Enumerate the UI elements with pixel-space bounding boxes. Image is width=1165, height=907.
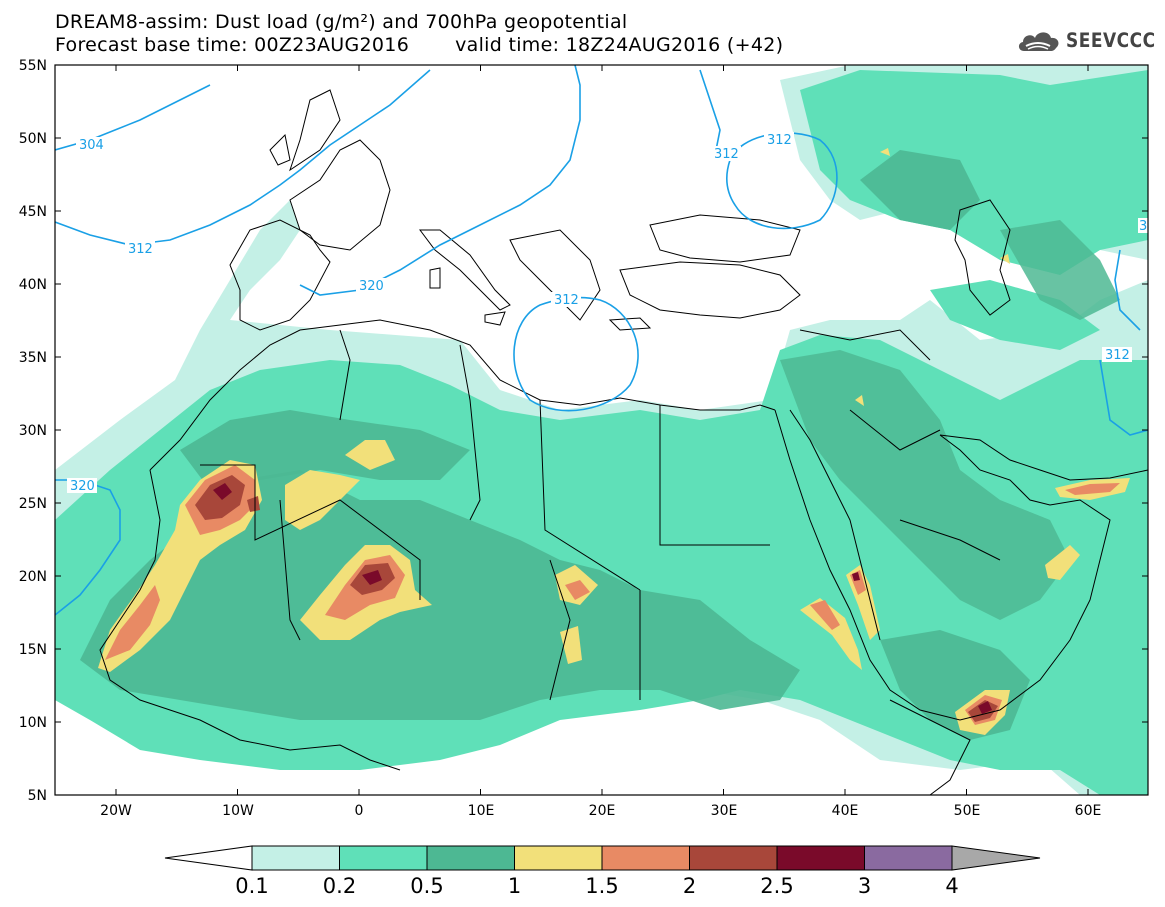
colorbar-tick-label: 1 — [508, 874, 521, 898]
colorbar-tick-label: 0.1 — [235, 874, 268, 898]
forecast-base-time: Forecast base time: 00Z23AUG2016 — [55, 34, 410, 56]
colorbar-box — [864, 845, 953, 871]
lon-label: 10W — [222, 803, 254, 819]
lon-label: 20W — [100, 803, 132, 819]
dust-field: 304 312 320 312 312 312 320 312 3 — [55, 65, 1148, 795]
colorbar: 0.1 0.2 0.5 1 1.5 2 2.5 3 4 — [164, 845, 1041, 898]
colorbar-tick-label: 2 — [683, 874, 696, 898]
colorbar-tick-label: 0.2 — [323, 874, 356, 898]
contour-label: 320 — [70, 479, 95, 494]
lon-label: 30E — [711, 803, 738, 819]
lat-label: 35N — [19, 350, 47, 366]
colorbar-tick-label: 3 — [858, 874, 871, 898]
colorbar-box — [426, 845, 515, 871]
lat-label: 25N — [19, 496, 47, 512]
colorbar-boxes — [251, 845, 953, 871]
map-title: DREAM8-assim: Dust load (g/m²) and 700hP… — [55, 11, 628, 33]
contour-label: 312 — [554, 293, 579, 308]
colorbar-box — [776, 845, 865, 871]
seevccc-logo: SEEVCCC — [1016, 26, 1156, 56]
longitude-labels: 20W 10W 0 10E 20E 30E 40E 50E 60E — [100, 803, 1101, 819]
contour-label: 312 — [714, 147, 739, 162]
lat-label: 15N — [19, 642, 47, 658]
colorbar-tick-label: 4 — [945, 874, 958, 898]
colorbar-box — [514, 845, 603, 871]
colorbar-box — [251, 845, 340, 871]
lat-label: 40N — [19, 277, 47, 293]
contour-labels: 304 312 320 312 312 312 320 312 3 — [67, 132, 1148, 494]
colorbar-under-triangle — [164, 845, 253, 871]
contour-label: 312 — [128, 242, 153, 257]
lon-label: 40E — [832, 803, 859, 819]
map-subtitle: Forecast base time: 00Z23AUG2016 valid ti… — [55, 35, 783, 55]
axis-ticks — [55, 64, 1148, 796]
colorbar-labels: 0.1 0.2 0.5 1 1.5 2 2.5 3 4 — [235, 874, 958, 898]
lat-label: 20N — [19, 569, 47, 585]
coastlines — [99, 89, 1148, 795]
logo-text: SEEVCCC — [1066, 29, 1156, 53]
colorbar-tick-label: 2.5 — [760, 874, 793, 898]
colorbar-box — [601, 845, 690, 871]
dust-level-0.5 — [80, 150, 1120, 740]
colorbar-box — [339, 845, 428, 871]
lat-label: 5N — [28, 788, 47, 804]
colorbar-box — [689, 845, 778, 871]
colorbar-over-triangle — [951, 845, 1041, 871]
contour-label: 312 — [1105, 348, 1130, 363]
colorbar-tick-label: 0.5 — [410, 874, 443, 898]
latitude-labels: 55N 50N 45N 40N 35N 30N 25N 20N 15N 10N … — [19, 58, 47, 804]
lat-label: 50N — [19, 131, 47, 147]
colorbar-tick-label: 1.5 — [585, 874, 618, 898]
lat-label: 30N — [19, 423, 47, 439]
lat-label: 45N — [19, 204, 47, 220]
contour-label: 304 — [79, 138, 104, 153]
lon-label: 10E — [468, 803, 495, 819]
lat-label: 10N — [19, 715, 47, 731]
lat-label: 55N — [19, 58, 47, 74]
valid-time: valid time: 18Z24AUG2016 (+42) — [455, 34, 784, 56]
lon-label: 50E — [954, 803, 981, 819]
contour-label: 320 — [359, 279, 384, 294]
lon-label: 20E — [589, 803, 616, 819]
cloud-icon — [1018, 32, 1059, 51]
contour-label: 312 — [767, 133, 792, 148]
dust-level-2.5 — [213, 483, 992, 714]
lon-label: 0 — [355, 803, 364, 819]
contour-label: 3 — [1139, 219, 1147, 234]
lon-label: 60E — [1075, 803, 1102, 819]
